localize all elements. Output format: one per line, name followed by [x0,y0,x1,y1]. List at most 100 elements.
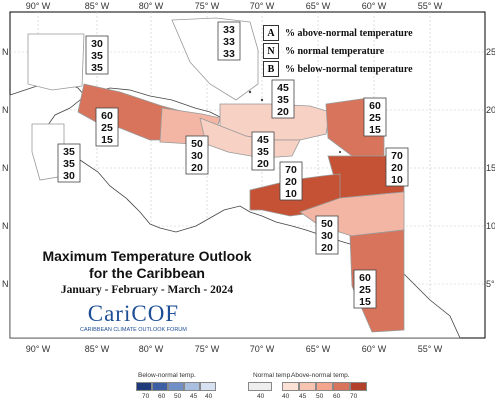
map-title-block: Maximum Temperature Outlook for the Cari… [22,248,272,296]
map-period: January - February - March - 2024 [60,284,234,296]
svg-text:10: 10 [285,188,297,200]
svg-text:80° W: 80° W [139,344,164,354]
svg-text:60: 60 [101,110,113,122]
key-label-above: % above-normal temperature [285,27,413,39]
scale-swatch-below [184,382,200,391]
scale-swatch-above [282,382,299,391]
svg-text:35: 35 [277,94,289,106]
key-label-normal: % normal temperature [285,45,385,57]
lon-labels-bottom: 90° W 85° W 80° W 75° W 70° W 65° W 60° … [26,344,443,354]
svg-text:20: 20 [391,162,403,174]
svg-text:30: 30 [91,38,103,50]
key-row-above: A % above-normal temperature [263,24,415,42]
svg-text:15: 15 [369,124,381,136]
key-label-below: % below-normal temperature [285,63,413,75]
svg-text:25: 25 [359,284,371,296]
scale-above-tick: 60 [333,393,341,400]
svg-text:75° W: 75° W [195,1,220,11]
scale-swatch-below [200,382,216,391]
logo-name: CariCOF [87,301,180,326]
svg-text:70: 70 [285,164,297,176]
scale-normal-tick: 40 [257,393,265,400]
svg-text:20°: 20° [486,105,495,115]
svg-text:N: N [2,221,9,231]
prob-box-hispaniola-central: 45 35 20 [251,131,275,171]
svg-text:33: 33 [223,48,235,60]
scale-above-tick: 45 [299,393,307,400]
svg-text:15: 15 [359,296,371,308]
svg-text:20: 20 [277,106,289,118]
svg-text:25: 25 [101,122,113,134]
svg-text:20: 20 [321,242,333,254]
scale-swatch-below [152,382,168,391]
scale-swatch-below [136,382,152,391]
svg-text:33: 33 [223,36,235,48]
svg-text:35: 35 [63,146,75,158]
prob-box-yucatan-strip: 60 25 15 [95,107,119,147]
svg-text:75° W: 75° W [195,344,220,354]
svg-text:20: 20 [191,162,203,174]
outlook-zones [27,17,405,333]
svg-text:55° W: 55° W [418,1,443,11]
svg-text:90° W: 90° W [26,344,51,354]
svg-text:60: 60 [369,100,381,112]
svg-text:25°: 25° [486,47,495,57]
svg-text:N: N [2,163,9,173]
probability-labels: 33 33 33 30 35 35 35 35 30 60 25 15 50 3… [57,21,409,309]
key-letter-above: A [263,25,279,41]
svg-text:65° W: 65° W [306,344,331,354]
key-letter-normal: N [263,43,279,59]
svg-text:60° W: 60° W [362,1,387,11]
scale-below-tick: 70 [142,393,150,400]
prob-box-guianas: 60 25 15 [353,269,377,309]
svg-text:10: 10 [391,174,403,186]
scale-normal-label: Normal temp. [253,372,293,379]
svg-text:45: 45 [257,134,269,146]
scale-below-label: Below-normal temp. [138,372,196,379]
svg-text:50: 50 [321,218,333,230]
svg-text:65° W: 65° W [306,1,331,11]
color-scale-legend: Below-normal temp. Normal temp. Above-no… [0,372,495,400]
map-title-line1: Maximum Temperature Outlook [42,248,252,264]
svg-text:85° W: 85° W [85,1,110,11]
scale-above-tick: 50 [316,393,324,400]
lon-labels-top: 90° W 85° W 80° W 75° W 70° W 65° W 60° … [26,1,443,11]
scale-above-label: Above-normal temp. [291,372,350,379]
svg-text:35: 35 [91,62,103,74]
svg-text:5°: 5° [486,279,495,289]
probability-key: A % above-normal temperature N % normal … [263,24,415,78]
svg-text:70° W: 70° W [250,344,275,354]
prob-box-lesser-antilles-central: 70 20 10 [385,147,409,187]
scale-swatch-normal [248,382,272,391]
svg-text:35: 35 [257,146,269,158]
svg-text:70° W: 70° W [250,1,275,11]
svg-text:N: N [2,47,9,57]
lat-labels-left: N N N N N [2,47,9,289]
svg-text:80° W: 80° W [139,1,164,11]
key-row-normal: N % normal temperature [263,42,415,60]
scale-swatch-above [333,382,350,391]
scale-above-tick: 70 [350,393,358,400]
svg-text:15°: 15° [486,163,495,173]
svg-text:35: 35 [91,50,103,62]
map-title-line2: for the Caribbean [89,265,205,281]
scale-swatch-below [168,382,184,391]
svg-text:N: N [2,279,9,289]
scale-below-tick: 40 [205,393,213,400]
svg-text:30: 30 [63,170,75,182]
key-letter-below: B [263,61,279,77]
scale-below-tick: 60 [158,393,166,400]
svg-text:70: 70 [391,150,403,162]
prob-box-gulf-west: 30 35 35 [85,35,109,75]
prob-box-bahamas-north: 33 33 33 [217,21,241,61]
svg-text:10°: 10° [486,221,495,231]
svg-text:20: 20 [285,176,297,188]
svg-text:20: 20 [257,158,269,170]
scale-above-tick: 40 [282,393,290,400]
key-row-below: B % below-normal temperature [263,60,415,78]
zone-gulf-west [27,33,85,91]
svg-text:50: 50 [191,138,203,150]
svg-text:30: 30 [321,230,333,242]
svg-text:30: 30 [191,150,203,162]
prob-box-northern-sa-coast: 50 30 20 [315,215,339,255]
